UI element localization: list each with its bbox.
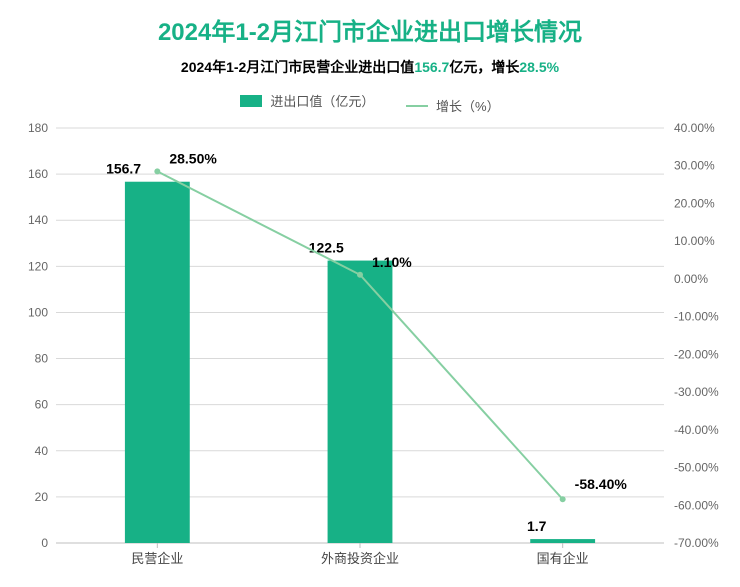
line-value-label: 1.10% <box>372 254 412 270</box>
bar-value-label: 1.7 <box>527 518 547 534</box>
svg-text:20.00%: 20.00% <box>674 196 715 210</box>
subtitle-mid: 亿元，增长 <box>449 59 519 75</box>
svg-text:40: 40 <box>35 444 49 458</box>
svg-text:0: 0 <box>41 536 48 550</box>
svg-text:120: 120 <box>28 259 48 273</box>
svg-text:40.00%: 40.00% <box>674 121 715 135</box>
chart-subtitle: 2024年1-2月江门市民营企业进出口值156.7亿元，增长28.5% <box>0 57 740 77</box>
svg-text:-50.00%: -50.00% <box>674 461 719 475</box>
svg-text:-20.00%: -20.00% <box>674 347 719 361</box>
legend: 进出口值（亿元） 增长（%） <box>0 91 740 115</box>
svg-text:30.00%: 30.00% <box>674 159 715 173</box>
svg-text:20: 20 <box>35 490 49 504</box>
subtitle-pct: 28.5% <box>519 59 559 75</box>
line-marker <box>154 168 160 174</box>
svg-text:60: 60 <box>35 398 49 412</box>
bar-value-label: 156.7 <box>106 161 141 177</box>
legend-item-bar: 进出口值（亿元） <box>240 91 374 110</box>
category-label: 外商投资企业 <box>321 551 399 566</box>
svg-text:0.00%: 0.00% <box>674 272 708 286</box>
svg-text:80: 80 <box>35 352 49 366</box>
legend-item-line: 增长（%） <box>406 96 500 115</box>
svg-text:-70.00%: -70.00% <box>674 536 719 550</box>
legend-swatch-line <box>406 105 428 107</box>
bar <box>530 539 595 543</box>
chart-svg: 0 20 40 60 80 100 120 140 160 180 -70.00% -60.00% -5… <box>0 120 740 577</box>
svg-text:140: 140 <box>28 213 48 227</box>
svg-text:-40.00%: -40.00% <box>674 423 719 437</box>
svg-text:180: 180 <box>28 121 48 135</box>
category-label: 国有企业 <box>537 551 589 566</box>
legend-bar-label: 进出口值（亿元） <box>270 91 374 110</box>
bar <box>125 182 190 543</box>
svg-text:10.00%: 10.00% <box>674 234 715 248</box>
svg-text:-30.00%: -30.00% <box>674 385 719 399</box>
line-marker <box>560 496 566 502</box>
chart-area: 0 20 40 60 80 100 120 140 160 180 -70.00% -60.00% -5… <box>0 120 740 577</box>
line-value-label: 28.50% <box>169 150 217 166</box>
subtitle-prefix: 2024年1-2月江门市民营企业进出口值 <box>181 59 414 75</box>
subtitle-value: 156.7 <box>414 59 449 75</box>
bar-value-label: 122.5 <box>309 240 344 256</box>
legend-line-label: 增长（%） <box>436 96 500 115</box>
chart-title: 2024年1-2月江门市企业进出口增长情况 <box>0 0 740 47</box>
line-value-label: -58.40% <box>575 476 628 492</box>
legend-swatch-bar <box>240 95 262 107</box>
svg-text:-10.00%: -10.00% <box>674 310 719 324</box>
bar <box>328 261 393 543</box>
category-label: 民营企业 <box>131 551 183 566</box>
line-marker <box>357 272 363 278</box>
svg-text:160: 160 <box>28 167 48 181</box>
svg-text:-60.00%: -60.00% <box>674 498 719 512</box>
svg-text:100: 100 <box>28 305 48 319</box>
